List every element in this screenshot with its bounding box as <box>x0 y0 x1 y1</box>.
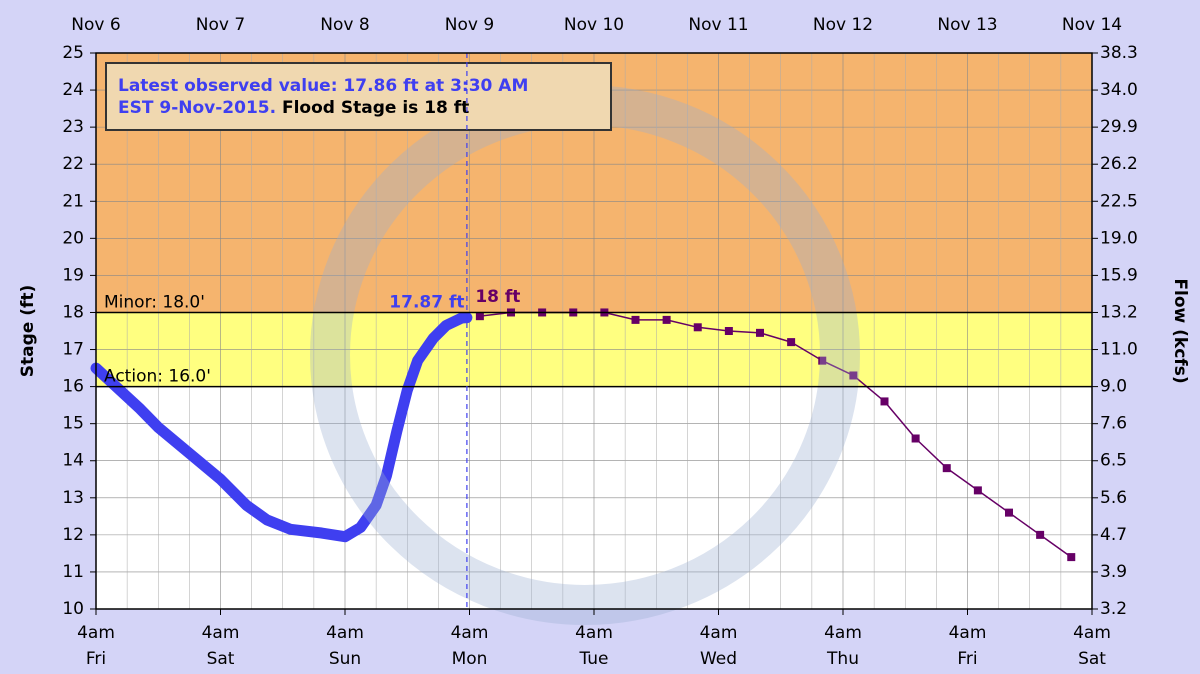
x-tick-day: Fri <box>86 649 106 669</box>
plot-area <box>95 52 1093 610</box>
y-tick-label: 25 <box>62 43 84 63</box>
y-tick-label: 15 <box>62 414 84 434</box>
x-tick-day: Sat <box>207 649 235 669</box>
x-tick-label: 4am <box>1073 623 1111 643</box>
y-tick-label: 13 <box>62 488 84 508</box>
annotation: Latest observed value: 17.86 ft at 3:30 … <box>118 76 528 96</box>
x-tick-label: 4am <box>575 623 613 643</box>
forecast-point <box>973 486 982 495</box>
x-tick-label: 4am <box>824 623 862 643</box>
forecast-point <box>693 323 702 332</box>
x-tick-label: 4am <box>700 623 738 643</box>
x2-tick-label: Nov 7 <box>196 15 245 35</box>
x-tick-label: 4am <box>326 623 364 643</box>
annotation: Flood Stage is 18 ft <box>276 98 469 118</box>
y2-tick-label: 34.0 <box>1100 80 1138 100</box>
forecast-point <box>1005 508 1013 517</box>
flood-label: Minor: 18.0' <box>104 292 205 312</box>
y-tick-label: 24 <box>62 80 84 100</box>
x-tick-label: 4am <box>77 623 115 643</box>
y2-tick-label: 5.6 <box>1100 488 1127 508</box>
x-tick-label: 4am <box>949 623 987 643</box>
x2-tick-label: Nov 9 <box>445 15 494 35</box>
x-tick-day: Fri <box>957 649 977 669</box>
forecast-point <box>631 315 640 324</box>
y2-tick-label: 22.5 <box>1100 191 1138 211</box>
y-tick-label: 21 <box>62 191 84 211</box>
x-tick-label: 4am <box>202 623 240 643</box>
x-tick-day: Sat <box>1078 649 1106 669</box>
x2-tick-label: Nov 13 <box>937 15 997 35</box>
y-tick-label: 22 <box>62 154 84 174</box>
x2-tick-label: Nov 10 <box>564 15 624 35</box>
x-tick-day: Thu <box>826 649 859 669</box>
x-tick-day: Mon <box>452 649 488 669</box>
y2-tick-label: 9.0 <box>1100 377 1127 397</box>
forecast-point <box>475 312 484 321</box>
annotation-box <box>105 62 612 131</box>
y2-tick-label: 3.9 <box>1100 562 1127 582</box>
x2-tick-label: Nov 6 <box>71 15 120 35</box>
forecast-point <box>756 328 764 337</box>
flood-label: Action: 16.0' <box>104 367 211 387</box>
plot-border <box>95 52 1093 610</box>
y2-tick-label: 4.7 <box>1100 525 1127 545</box>
forecast-point <box>849 371 858 380</box>
y-tick-label: 16 <box>62 377 84 397</box>
y2-tick-label: 15.9 <box>1100 265 1138 285</box>
forecast-point <box>1067 553 1076 562</box>
y2-tick-label: 6.5 <box>1100 451 1127 471</box>
y-tick-label: 11 <box>62 562 84 582</box>
series-label: 18 ft <box>475 287 520 307</box>
y-tick-label: 14 <box>62 451 84 471</box>
y-tick-label: 18 <box>62 302 84 322</box>
y2-tick-label: 19.0 <box>1100 228 1138 248</box>
x-tick-label: 4am <box>451 623 489 643</box>
x2-tick-label: Nov 14 <box>1062 15 1122 35</box>
forecast-point <box>724 327 733 335</box>
y-tick-label: 10 <box>62 599 84 619</box>
forecast-point <box>787 338 796 347</box>
y2-tick-label: 7.6 <box>1100 414 1127 434</box>
forecast-point <box>1036 530 1045 539</box>
series-label: 17.87 ft <box>389 293 464 313</box>
y-tick-label: 17 <box>62 340 84 360</box>
y-tick-label: 23 <box>62 117 84 137</box>
x-tick-day: Tue <box>578 649 608 669</box>
y-tick-label: 19 <box>62 265 84 285</box>
x-tick-day: Sun <box>329 649 361 669</box>
x-tick-day: Wed <box>700 649 737 669</box>
y2-tick-label: 13.2 <box>1100 302 1138 322</box>
annotation: EST 9-Nov-2015. <box>118 98 276 118</box>
y2-tick-label: 3.2 <box>1100 599 1127 619</box>
y-tick-label: 20 <box>62 228 84 248</box>
forecast-point <box>880 397 889 406</box>
annotation: EST 9-Nov-2015. Flood Stage is 18 ft <box>118 98 469 118</box>
forecast-point <box>911 434 920 443</box>
y-tick-label: 12 <box>62 525 84 545</box>
y2-tick-label: 38.3 <box>1100 43 1138 63</box>
x2-tick-label: Nov 11 <box>688 15 748 35</box>
forecast-point <box>818 356 827 365</box>
x2-tick-label: Nov 12 <box>813 15 873 35</box>
y2-tick-label: 11.0 <box>1100 340 1138 360</box>
forecast-point <box>942 464 951 473</box>
x2-tick-label: Nov 8 <box>320 15 369 35</box>
y2-tick-label: 29.9 <box>1100 117 1138 137</box>
series-line <box>90 312 473 543</box>
y2-tick-label: 26.2 <box>1100 154 1138 174</box>
forecast-point <box>662 315 671 324</box>
y-axis-label: Stage (ft) <box>18 285 38 378</box>
y2-axis-label: Flow (kcfs) <box>1170 278 1190 383</box>
